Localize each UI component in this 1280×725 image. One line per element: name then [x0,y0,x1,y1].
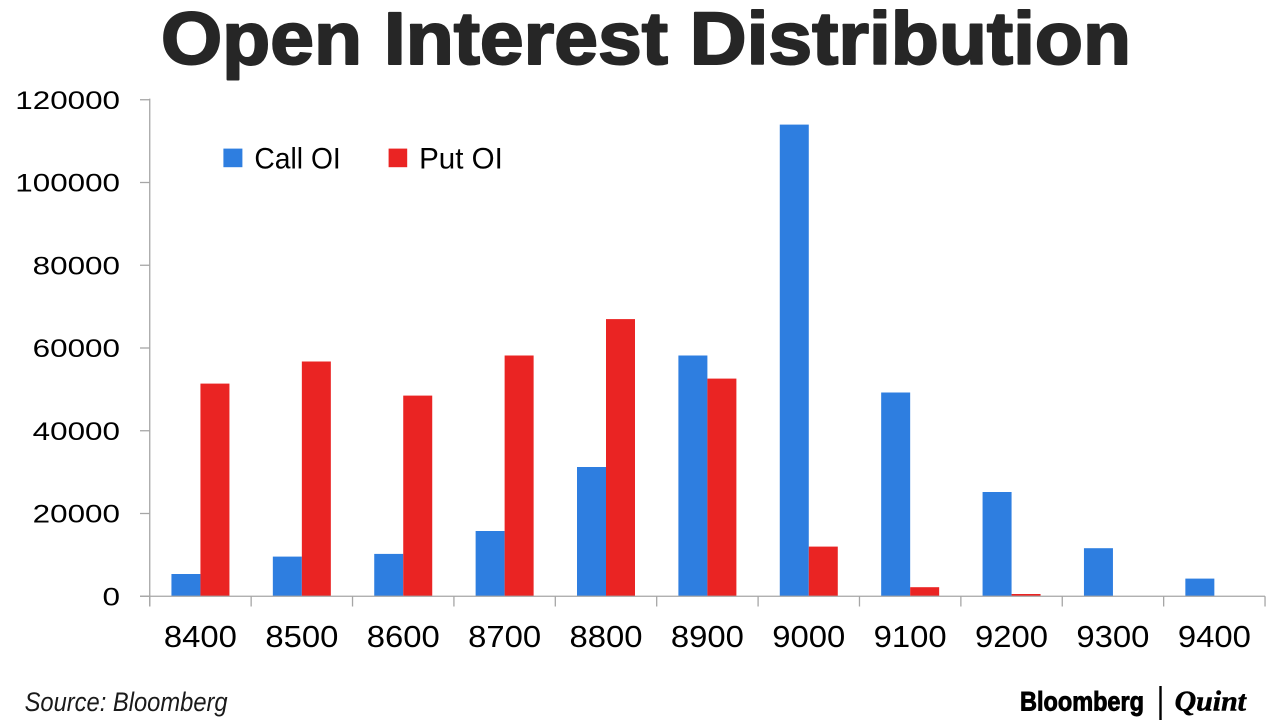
svg-text:Open Interest Distribution: Open Interest Distribution [161,0,1131,80]
svg-text:9400: 9400 [1178,619,1251,654]
svg-text:9200: 9200 [975,619,1048,654]
svg-text:8500: 8500 [265,619,338,654]
svg-text:8800: 8800 [570,619,643,654]
svg-text:8400: 8400 [164,619,237,654]
svg-text:Call OI: Call OI [254,143,340,176]
svg-text:20000: 20000 [33,501,120,529]
svg-text:8700: 8700 [468,619,541,654]
svg-text:80000: 80000 [33,252,120,280]
svg-text:120000: 120000 [15,87,120,115]
svg-text:Bloomberg: Bloomberg [1020,687,1144,717]
svg-text:40000: 40000 [33,418,120,446]
svg-text:0: 0 [103,583,121,611]
svg-text:Quint: Quint [1175,687,1248,718]
svg-text:9000: 9000 [772,619,845,654]
svg-text:9100: 9100 [874,619,947,654]
svg-text:8600: 8600 [367,619,440,654]
svg-text:60000: 60000 [33,335,120,363]
svg-text:8900: 8900 [671,619,744,654]
svg-text:Source: Bloomberg: Source: Bloomberg [25,687,228,717]
svg-text:9300: 9300 [1076,619,1149,654]
svg-text:100000: 100000 [15,170,120,198]
svg-text:Put OI: Put OI [419,143,503,176]
